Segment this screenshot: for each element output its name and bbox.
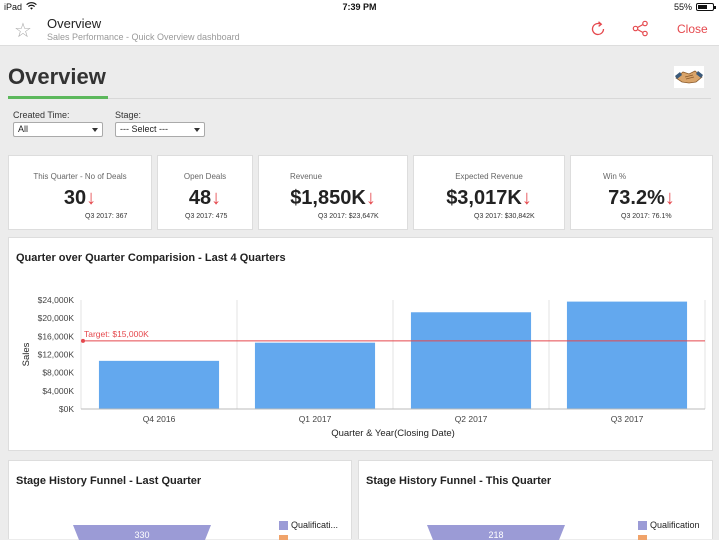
chevron-down-icon xyxy=(194,128,200,132)
arrow-down-icon: ↓ xyxy=(86,187,97,209)
arrow-down-icon: ↓ xyxy=(521,187,532,209)
qoq-bar-chart: $0K $4,000K $8,000K $12,000K $16,000K $20,000… xyxy=(21,295,706,439)
clock: 7:39 PM xyxy=(342,2,377,12)
arrow-down-icon: ↓ xyxy=(211,187,222,209)
created-time-select[interactable]: All xyxy=(13,122,103,137)
stage-value: --- Select --- xyxy=(120,124,168,134)
y-tick-label: $20,000K xyxy=(38,313,75,323)
funnel-stage-value: 218 xyxy=(488,530,503,540)
x-tick-label: Q2 2017 xyxy=(455,414,488,424)
bar xyxy=(410,312,532,409)
x-tick-label: Q4 2016 xyxy=(143,414,176,424)
carrier-label: iPad xyxy=(4,2,23,12)
legend-swatch xyxy=(638,535,647,540)
arrow-down-icon: ↓ xyxy=(365,187,376,209)
stage-label: Stage: xyxy=(115,110,142,120)
chevron-down-icon xyxy=(92,128,98,132)
created-time-label: Created Time: xyxy=(13,110,70,120)
legend-swatch xyxy=(638,521,647,531)
status-bar: iPad 7:39 PM 55% xyxy=(0,0,719,14)
bar xyxy=(566,301,688,409)
target-marker xyxy=(81,338,85,343)
funnel-chart: 330 xyxy=(73,525,211,540)
kpi-label: This Quarter - No of Deals xyxy=(33,172,127,181)
target-label: Target: $15,000K xyxy=(84,329,149,339)
funnel-panel-last-quarter: Stage History Funnel - Last Quarter 330 … xyxy=(8,460,352,540)
kpi-previous: Q3 2017: $30,842K xyxy=(474,213,535,220)
funnel-title: Stage History Funnel - Last Quarter xyxy=(16,475,202,487)
kpi-label: Expected Revenue xyxy=(455,172,523,181)
y-tick-label: $4,000K xyxy=(42,386,74,396)
qoq-chart-title: Quarter over Quarter Comparision - Last … xyxy=(16,252,286,264)
y-tick-label: $0K xyxy=(59,404,74,414)
funnel-stage xyxy=(73,525,211,540)
title-divider xyxy=(8,98,711,99)
active-tab-underline xyxy=(8,96,108,99)
kpi-label: Open Deals xyxy=(183,172,227,181)
y-axis-label: Sales xyxy=(21,342,32,366)
legend-label: Qualification xyxy=(650,520,700,530)
kpi-previous: Q3 2017: 367 xyxy=(85,213,128,220)
kpi-value: 73.2%↓ xyxy=(608,187,675,209)
close-button[interactable]: Close xyxy=(677,22,708,36)
header-subtitle: Sales Performance - Quick Overview dashb… xyxy=(47,32,240,42)
kpi-value: 30↓ xyxy=(63,187,97,209)
stage-select[interactable]: --- Select --- xyxy=(115,122,205,137)
x-axis-label: Quarter & Year(Closing Date) xyxy=(331,428,455,439)
y-tick-label: $24,000K xyxy=(38,295,75,305)
kpi-card-win-percent[interactable]: Win % 73.2%↓ Q3 2017: 76.1% xyxy=(570,155,713,230)
funnel-legend[interactable]: Qualificati... xyxy=(279,520,339,531)
kpi-card-deals[interactable]: This Quarter - No of Deals 30↓ Q3 2017: … xyxy=(8,155,152,230)
handshake-icon xyxy=(674,66,704,88)
battery-percent: 55% xyxy=(673,2,692,12)
bar xyxy=(98,360,220,409)
created-time-value: All xyxy=(18,124,29,134)
kpi-previous: Q3 2017: 475 xyxy=(185,213,228,220)
kpi-card-open-deals[interactable]: Open Deals 48↓ Q3 2017: 475 xyxy=(157,155,253,230)
funnel-panel-this-quarter: Stage History Funnel - This Quarter 218 … xyxy=(358,460,713,540)
y-tick-label: $12,000K xyxy=(38,350,75,360)
qoq-chart-panel: Quarter over Quarter Comparision - Last … xyxy=(8,237,713,451)
y-tick-label: $16,000K xyxy=(38,331,75,341)
refresh-icon[interactable] xyxy=(589,20,607,38)
kpi-label: Revenue xyxy=(290,172,323,181)
legend-label: Qualificati... xyxy=(291,520,339,530)
kpi-card-expected-revenue[interactable]: Expected Revenue $3,017K↓ Q3 2017: $30,8… xyxy=(413,155,565,230)
y-tick-label: $8,000K xyxy=(42,368,74,378)
legend-swatch xyxy=(279,521,288,531)
funnel-chart: 218 xyxy=(427,525,565,540)
header-title: Overview xyxy=(47,16,102,31)
wifi-icon xyxy=(26,2,37,10)
star-icon[interactable]: ☆ xyxy=(14,20,32,42)
funnel-title: Stage History Funnel - This Quarter xyxy=(366,475,552,487)
legend-swatch xyxy=(279,535,288,540)
app-header: ☆ Overview Sales Performance - Quick Ove… xyxy=(0,14,719,46)
kpi-label: Win % xyxy=(603,172,627,181)
arrow-down-icon: ↓ xyxy=(664,187,675,209)
funnel-stage-value: 330 xyxy=(134,530,149,540)
share-icon[interactable] xyxy=(632,20,649,37)
kpi-previous: Q3 2017: 76.1% xyxy=(621,213,672,220)
x-tick-label: Q1 2017 xyxy=(299,414,332,424)
kpi-value: 48↓ xyxy=(188,187,222,209)
funnel-legend[interactable]: Qualification xyxy=(638,520,700,531)
funnel-stage xyxy=(427,525,565,540)
kpi-value: $1,850K↓ xyxy=(290,187,376,209)
kpi-value: $3,017K↓ xyxy=(446,187,532,209)
kpi-previous: Q3 2017: $23,647K xyxy=(318,213,379,220)
dashboard-title: Overview xyxy=(8,64,106,89)
kpi-card-revenue[interactable]: Revenue $1,850K↓ Q3 2017: $23,647K xyxy=(258,155,408,230)
battery-icon xyxy=(696,3,716,11)
bar xyxy=(254,342,376,409)
x-tick-label: Q3 2017 xyxy=(611,414,644,424)
